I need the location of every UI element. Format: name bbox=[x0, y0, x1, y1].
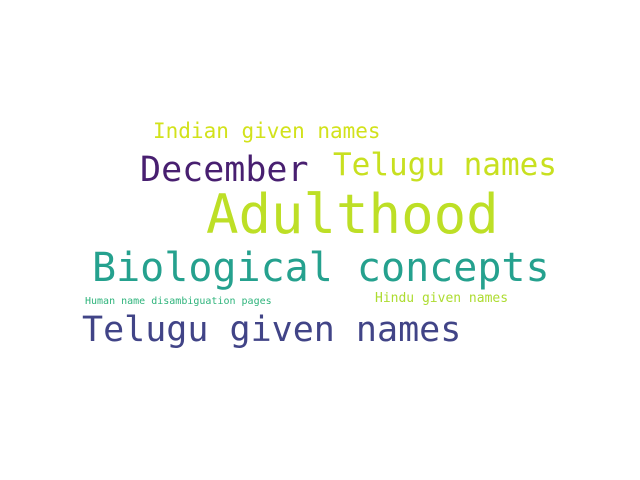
word-telugu-names: Telugu names bbox=[333, 147, 557, 183]
word-december: December bbox=[140, 150, 309, 190]
word-biological-concepts: Biological concepts bbox=[92, 245, 550, 291]
word-human-name-disambiguation-pages: Human name disambiguation pages bbox=[85, 296, 272, 307]
word-hindu-given-names: Hindu given names bbox=[375, 291, 509, 306]
word-adulthood: Adulthood bbox=[206, 183, 499, 246]
word-telugu-given-names: Telugu given names bbox=[82, 310, 462, 350]
word-indian-given-names: Indian given names bbox=[153, 119, 381, 143]
